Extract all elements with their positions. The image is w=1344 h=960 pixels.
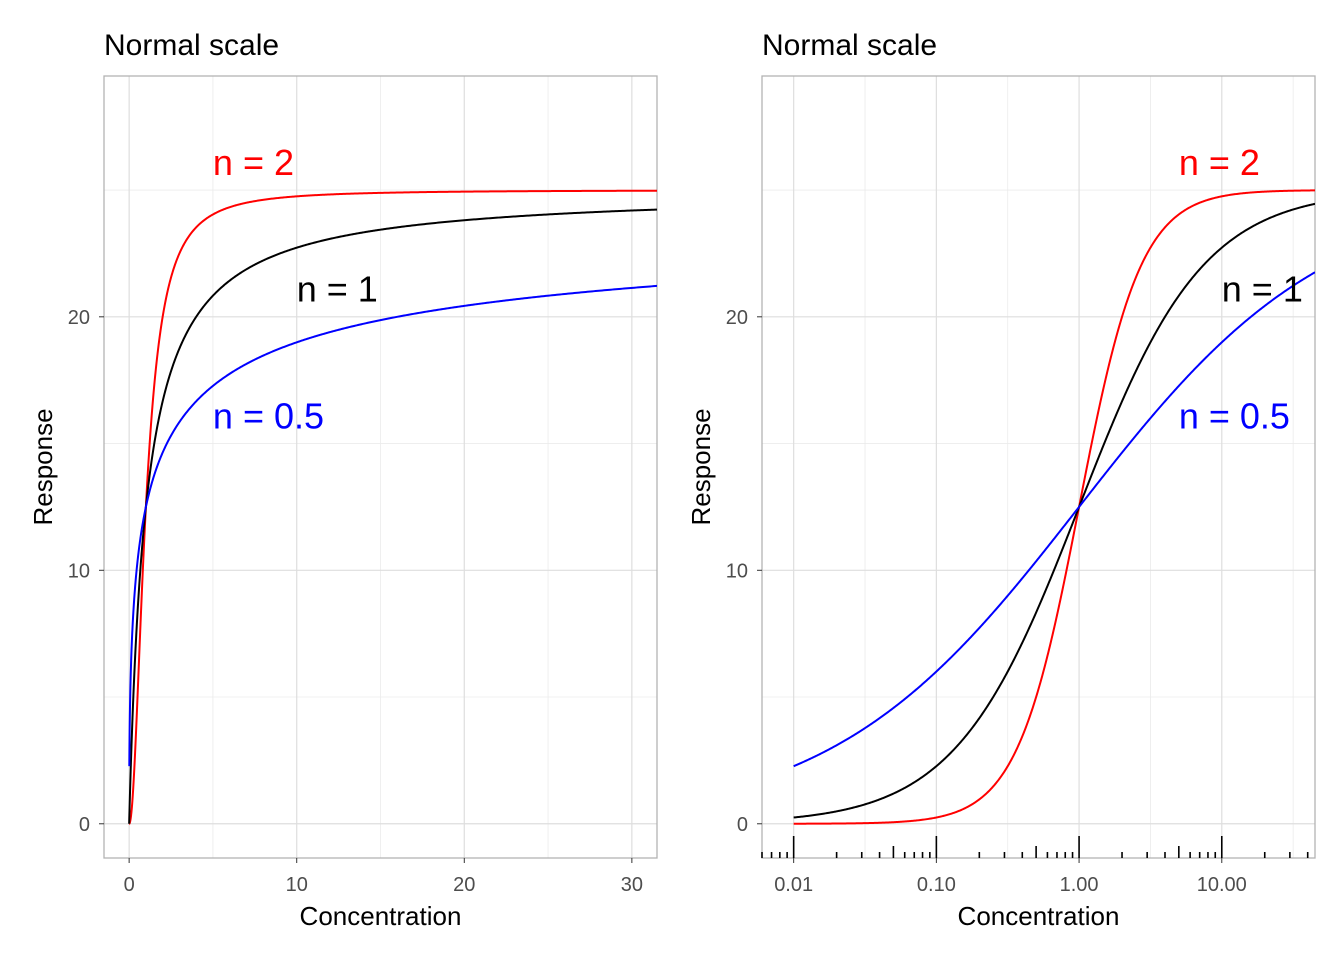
series-line	[128, 284, 657, 767]
y-tick-label: 20	[68, 307, 90, 329]
y-axis-title: Response	[686, 408, 716, 525]
curve-annotation: n = 2	[213, 142, 294, 183]
chart-title: Normal scale	[762, 29, 937, 62]
series-line	[128, 189, 657, 825]
x-tick-label: 0.10	[917, 874, 956, 896]
x-tick-label: 20	[453, 874, 475, 896]
y-tick-label: 0	[737, 814, 748, 836]
y-tick-label: 20	[726, 307, 748, 329]
x-tick-label: 0.01	[774, 874, 813, 896]
x-axis-title: Concentration	[300, 901, 462, 931]
curve-annotation: n = 1	[297, 269, 378, 310]
series-line	[793, 202, 1315, 819]
y-tick-label: 0	[79, 814, 90, 836]
x-axis-title: Concentration	[958, 901, 1120, 931]
series-line	[793, 271, 1315, 768]
chart-panel-2: 0 10 20 0.01 0.10 1.00 10.00 n = 2 n = 1 n = 0.5 N…	[686, 29, 1316, 931]
panel-border	[103, 75, 658, 859]
chart-panel-1: 0 10 20 0 10 20 30 n = 2 n = 1 n = 0.5 Normal scal…	[28, 29, 658, 931]
series-group	[128, 189, 657, 825]
curve-annotation: n = 0.5	[1179, 395, 1290, 436]
y-axis-title: Response	[28, 408, 58, 525]
series-line	[793, 189, 1315, 825]
chart-title: Normal scale	[104, 29, 279, 62]
curve-annotation: n = 2	[1179, 142, 1260, 183]
y-tick-label: 10	[726, 560, 748, 582]
log-rug-ticks	[761, 836, 1309, 858]
grid	[762, 76, 1315, 858]
x-tick-label: 1.00	[1060, 874, 1099, 896]
x-tick-label: 0	[124, 874, 135, 896]
y-tick-label: 10	[68, 560, 90, 582]
panel-border	[761, 75, 1316, 859]
curve-annotation: n = 0.5	[213, 395, 324, 436]
x-tick-label: 10.00	[1197, 874, 1247, 896]
curve-annotation: n = 1	[1222, 269, 1303, 310]
x-tick-label: 10	[286, 874, 308, 896]
x-tick-label: 30	[621, 874, 643, 896]
series-group	[793, 189, 1315, 825]
series-line	[128, 208, 657, 824]
